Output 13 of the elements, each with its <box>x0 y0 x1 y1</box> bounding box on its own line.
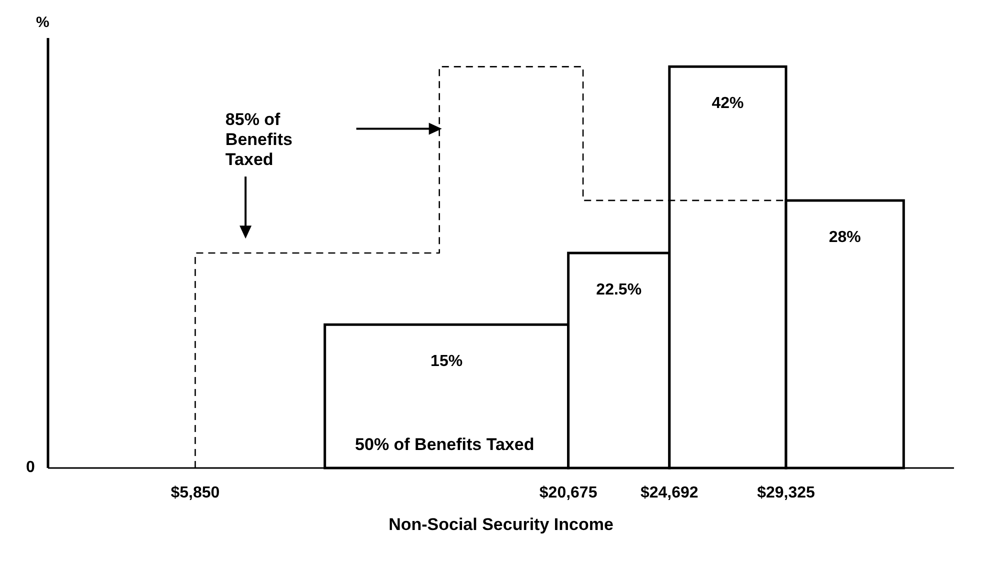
annotation: 85% of Benefits Taxed <box>225 110 294 170</box>
x-tick-label: $5,850 <box>170 484 220 502</box>
data-label: 42% <box>712 95 744 112</box>
x-tick-label: $29,325 <box>757 484 816 502</box>
data-label: 15% <box>430 353 463 370</box>
y-axis-title: % <box>36 14 50 31</box>
data-label: 28% <box>828 228 861 246</box>
text: 0 <box>26 458 35 478</box>
data-label: 22.5% <box>596 281 642 298</box>
x-tick-label: $24,692 <box>640 484 698 502</box>
annotation: 50% of Benefits Taxed <box>355 434 536 455</box>
x-tick-label: $20,675 <box>539 484 598 502</box>
x-axis-title: Non-Social Security Income <box>388 515 614 534</box>
